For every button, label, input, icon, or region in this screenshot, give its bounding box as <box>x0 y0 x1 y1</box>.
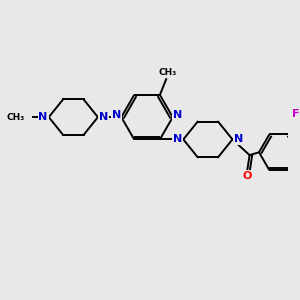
Text: O: O <box>243 171 252 181</box>
Text: N: N <box>173 134 182 144</box>
Text: CH₃: CH₃ <box>158 68 177 76</box>
Text: N: N <box>99 112 108 122</box>
Text: F: F <box>292 110 299 119</box>
Text: N: N <box>38 112 48 122</box>
Text: N: N <box>233 134 243 144</box>
Text: N: N <box>173 110 182 120</box>
Text: CH₃: CH₃ <box>6 112 25 122</box>
Text: N: N <box>112 110 121 120</box>
